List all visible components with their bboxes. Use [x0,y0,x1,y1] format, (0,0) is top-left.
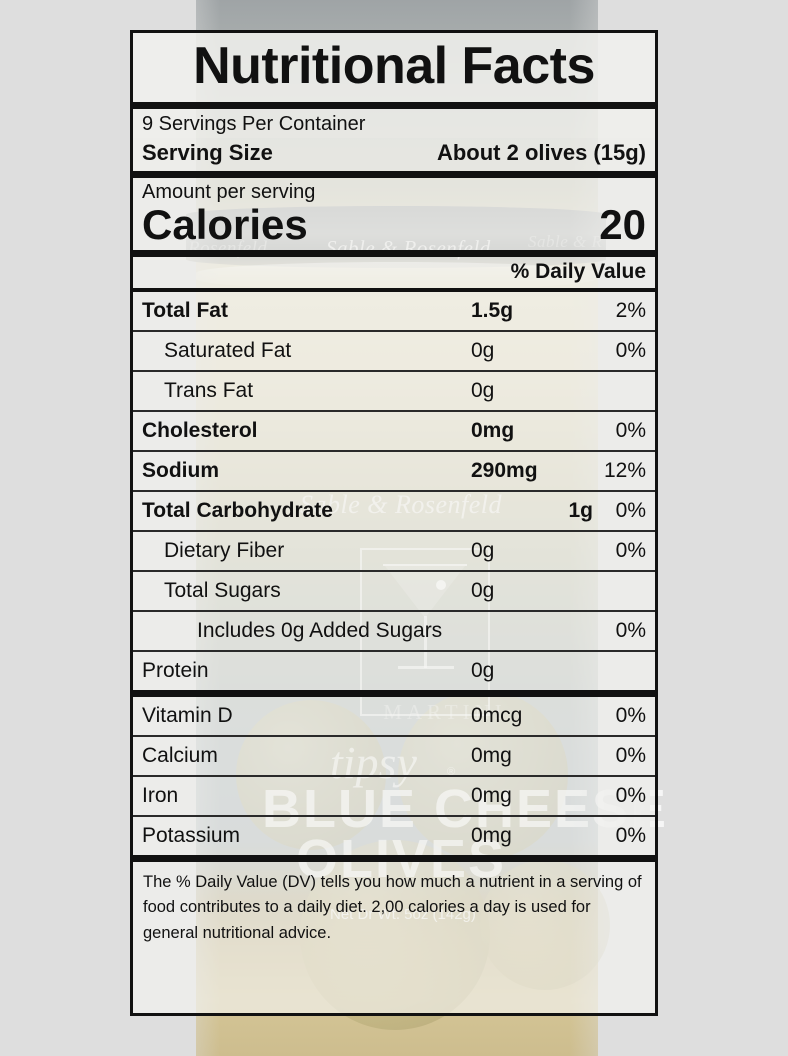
row-divider [133,609,655,612]
row-divider [133,369,655,372]
nutrient-row: Includes 0g Added Sugars 0% [133,612,655,650]
nutrient-value: 0mg [471,823,512,847]
nutrient-name: Dietary Fiber [164,538,285,562]
nutrient-name: Total Fat [142,298,228,322]
nutrient-value: 0g [471,338,495,362]
nutrient-value: 0g [471,538,495,562]
nutrient-daily-value: 0% [615,338,646,362]
nutrient-value: 290mg [471,458,538,482]
divider-footnote [133,854,655,862]
daily-value-footnote: The % Daily Value (DV) tells you how muc… [143,872,642,942]
nutrient-value: 0mg [471,743,512,767]
nutrient-row: Iron 0mg 0% [133,777,655,815]
nutrient-row: Potassium 0mg 0% [133,817,655,855]
nutrient-row: Vitamin D 0mcg 0% [133,697,655,735]
vitamin-list: Vitamin D 0mcg 0% Calcium 0mg 0% Iron 0mg 0% Pota… [133,697,655,855]
row-divider [133,774,655,777]
nutrient-value: 1.5g [471,298,514,322]
nutrient-row: Total Fat 1.5g 2% [133,292,655,330]
row-divider [133,734,655,737]
amount-per-serving-label: Amount per serving [142,180,316,203]
nutrient-daily-value: 0% [615,743,646,767]
nutrient-row: Total Carbohydrate 1g 0% [133,492,655,530]
row-divider [133,649,655,652]
row-divider [133,489,655,492]
row-divider [133,814,655,817]
nutrient-daily-value: 0% [615,823,646,847]
divider-dv-header [133,287,655,292]
daily-value-header: % Daily Value [510,259,646,283]
nutrient-row: Saturated Fat 0g 0% [133,332,655,370]
nutrient-daily-value: 0% [615,498,646,522]
nutrient-name: Iron [142,783,179,807]
nutrient-row: Trans Fat 0g [133,372,655,410]
row-divider [133,409,655,412]
nutrient-daily-value: 2% [615,298,646,322]
calories-label: Calories [142,200,308,248]
nutrient-name: Includes 0g Added Sugars [197,618,443,642]
nutrient-list: Total Fat 1.5g 2% Saturated Fat 0g 0% Trans Fa… [133,292,655,690]
nutrient-name: Calcium [142,743,218,767]
nutrient-daily-value: 12% [603,458,646,482]
nutrient-value: 1g [568,498,593,522]
nutrient-value: 0mg [471,418,515,442]
nutrient-value: 0g [471,658,495,682]
nutrient-daily-value: 0% [615,783,646,807]
nutrient-daily-value: 0% [615,418,646,442]
nutrient-value: 0g [471,378,495,402]
row-divider [133,329,655,332]
nutrient-name: Cholesterol [142,418,258,442]
label-title: Nutritional Facts [133,33,655,102]
nutrient-name: Saturated Fat [164,338,292,362]
nutrient-daily-value: 0% [615,703,646,727]
nutrient-row: Total Sugars 0g [133,572,655,610]
divider-serving [133,170,655,178]
nutrient-row: Calcium 0mg 0% [133,737,655,775]
nutrient-daily-value: 0% [615,618,646,642]
nutrient-daily-value: 0% [615,538,646,562]
nutrient-name: Potassium [142,823,241,847]
nutrient-name: Protein [142,658,209,682]
serving-size-row: Serving Size About 2 olives (15g) [133,137,655,171]
nutrient-row: Protein 0g [133,652,655,690]
calories-value: 20 [599,200,646,248]
nutrient-row: Cholesterol 0mg 0% [133,412,655,450]
serving-size-value: About 2 olives (15g) [436,139,646,165]
nutrient-name: Total Carbohydrate [142,498,333,522]
row-divider [133,529,655,532]
nutrient-name: Vitamin D [142,703,233,727]
nutrient-row: Dietary Fiber 0g 0% [133,532,655,570]
nutrient-name: Total Sugars [164,578,281,602]
calories-row: Calories 20 [133,200,655,250]
divider-title [133,101,655,109]
nutrient-name: Trans Fat [164,378,254,402]
nutrition-facts-label: Nutritional Facts 9 Servings Per Contain… [130,30,658,1016]
servings-per-container: 9 Servings Per Container [133,108,655,138]
nutrient-row: Sodium 290mg 12% [133,452,655,490]
row-divider [133,449,655,452]
nutrient-value: 0g [471,578,495,602]
serving-size-label: Serving Size [142,139,273,165]
nutrient-name: Sodium [142,458,219,482]
divider-vitamins [133,689,655,697]
row-divider [133,569,655,572]
nutrient-value: 0mg [471,783,512,807]
divider-calories [133,249,655,257]
nutrient-value: 0mcg [471,703,523,727]
